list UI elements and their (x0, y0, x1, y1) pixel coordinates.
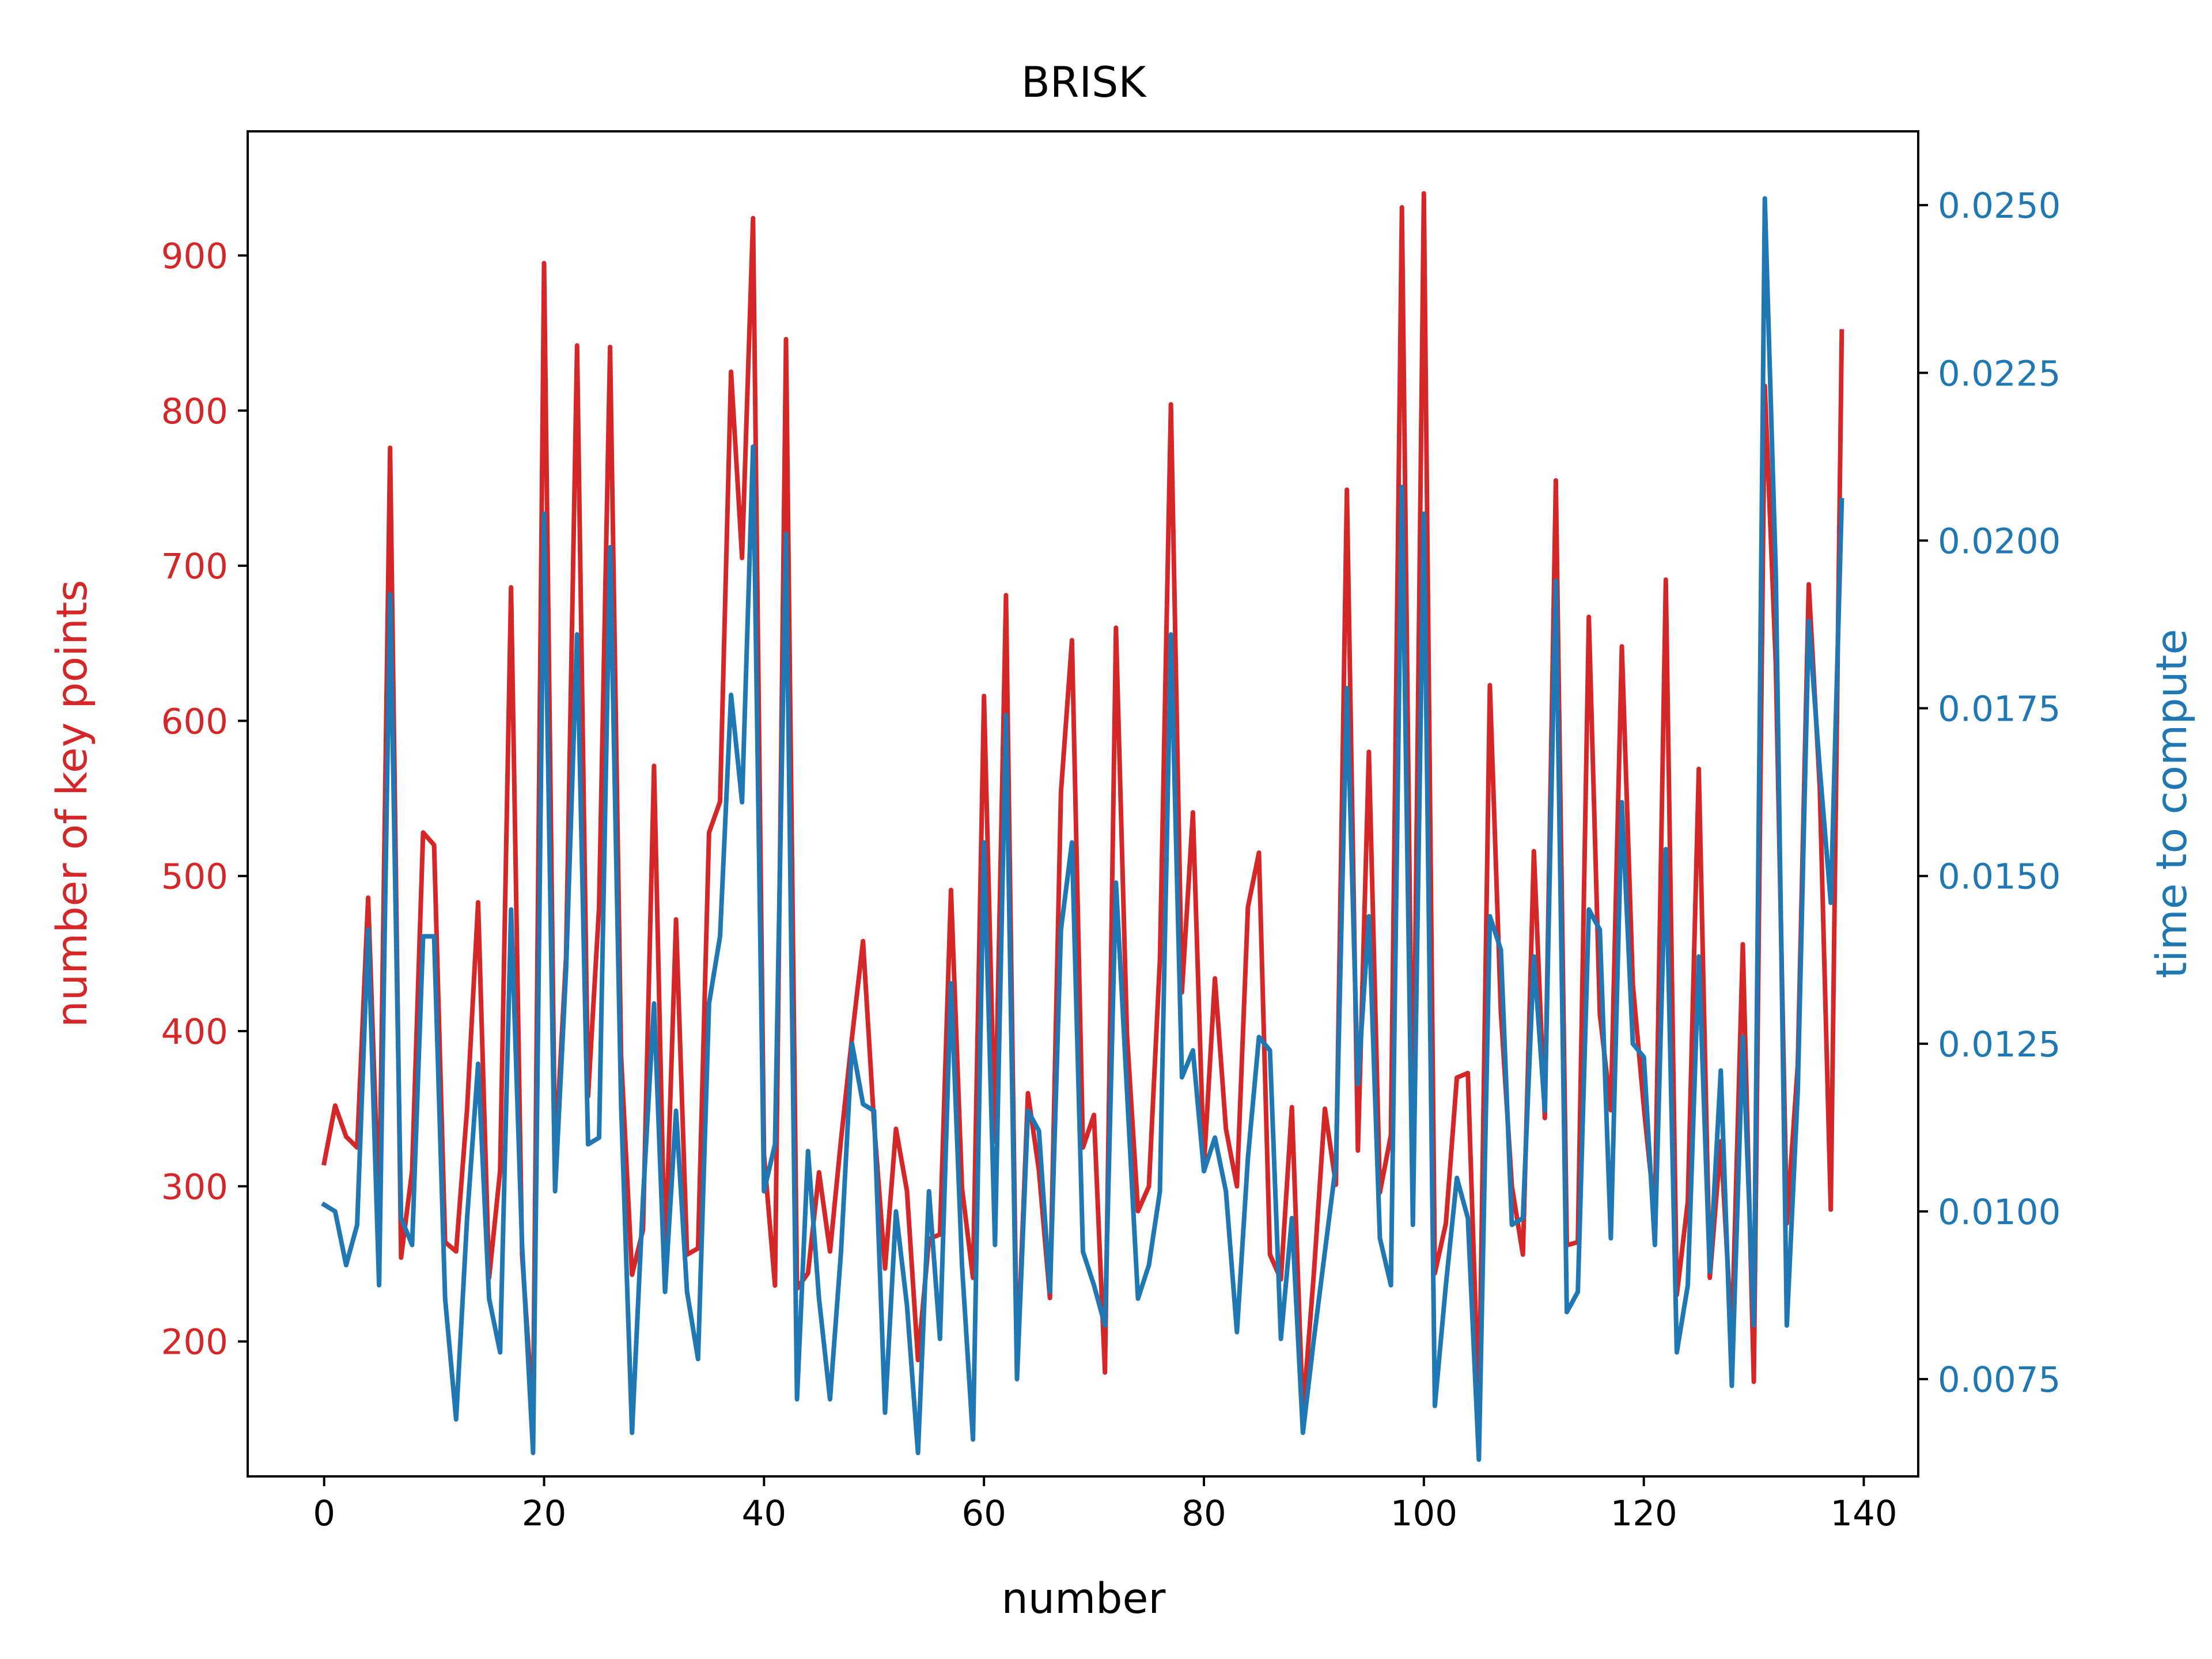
x-axis-label: number (1002, 1574, 1166, 1623)
plot-area-frame (247, 130, 1919, 1478)
y-right-tick-label: 0.0075 (1938, 1359, 2061, 1400)
series-layer (321, 191, 1844, 1462)
y-right-tick-label: 0.0175 (1938, 689, 2061, 730)
y-right-tick-label: 0.0200 (1938, 521, 2061, 562)
y-left-tick-label: 700 (161, 546, 228, 587)
y-right-tick-label: 0.0125 (1938, 1024, 2061, 1065)
y-left-tick-label: 400 (161, 1012, 228, 1052)
y-right-tick-label: 0.0250 (1938, 185, 2061, 226)
x-tick-label: 40 (742, 1493, 787, 1534)
x-tick-label: 100 (1391, 1493, 1457, 1534)
x-tick-label: 80 (1181, 1493, 1226, 1534)
x-tick-label: 60 (961, 1493, 1006, 1534)
y-left-tick-label: 500 (161, 857, 228, 897)
chart-title: BRISK (1021, 58, 1147, 107)
x-tick-label: 140 (1830, 1493, 1897, 1534)
y-left-axis-label: number of key points (48, 580, 97, 1028)
y-right-tick-label: 0.0100 (1938, 1192, 2061, 1233)
x-tick-label: 20 (522, 1493, 567, 1534)
y-right-tick-label: 0.0150 (1938, 857, 2061, 897)
y-left-tick-label: 200 (161, 1322, 228, 1363)
x-tick-label: 120 (1610, 1493, 1677, 1534)
series-line-key-points (321, 191, 1844, 1418)
x-axis: 0 20 40 60 80 100 120 140 (313, 1476, 1897, 1534)
y-right-axis-label: time to compute (2147, 629, 2196, 979)
y-right-axis: 0.0075 0.0100 0.0125 0.0150 0.0175 0.0200 0.02… (1918, 185, 2061, 1400)
y-left-axis: 200 300 400 500 600 700 800 900 (161, 236, 248, 1363)
y-left-tick-label: 900 (161, 236, 228, 276)
y-left-tick-label: 600 (161, 701, 228, 742)
x-tick-label: 0 (313, 1493, 335, 1534)
y-left-tick-label: 800 (161, 391, 228, 432)
y-left-tick-label: 300 (161, 1166, 228, 1207)
series-line-time-to-compute (321, 196, 1844, 1462)
y-right-tick-label: 0.0225 (1938, 353, 2061, 394)
